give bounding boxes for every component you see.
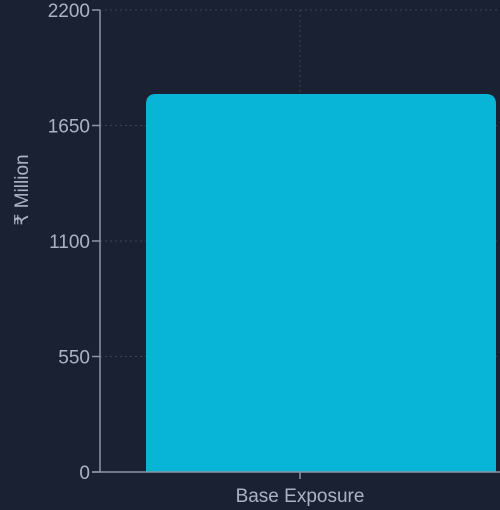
y-tick-label-2: 1100: [49, 232, 90, 253]
x-ticks: Base Exposure: [236, 472, 365, 507]
bar-0: [146, 94, 496, 472]
y-axis-title: ₹ Million: [12, 154, 33, 225]
y-tick-label-3: 1650: [48, 117, 90, 138]
bars: [146, 94, 496, 472]
y-tick-label-0: 0: [79, 463, 90, 484]
y-tick-label-1: 550: [58, 348, 90, 369]
y-ticks: 0 550 1100 1650 2200: [48, 1, 100, 484]
y-tick-label-4: 2200: [48, 1, 90, 22]
x-tick-label-0: Base Exposure: [236, 486, 365, 507]
